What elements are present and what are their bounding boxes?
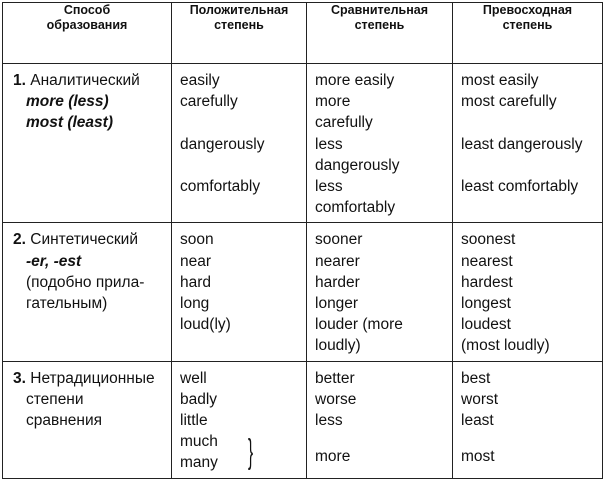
positive-cell: easily carefully dangerously comfortably <box>171 62 307 224</box>
header-superlative: Превосходная степень <box>452 2 603 64</box>
method-label: Нетрадиционные <box>30 369 155 387</box>
positive-form: much <box>180 433 218 451</box>
positive-form: badly <box>180 390 218 408</box>
comparative-form: more <box>315 93 351 111</box>
method-cell: 3. Нетрадиционные степени сравнения <box>2 360 172 479</box>
method-line: 3. Нетрадиционные <box>13 368 163 389</box>
comparative-form: more <box>315 448 351 466</box>
superlative-cell: soonest nearest hardest longest loudest … <box>452 222 603 362</box>
method-emphasis: -er, -est <box>26 252 82 270</box>
comparative-cell: better worse less more <box>306 360 453 479</box>
row-number: 1. <box>13 72 26 89</box>
header-row: Способ образования Положительная степень… <box>2 2 603 64</box>
positive-cell: well badly little much many } <box>171 360 307 479</box>
method-line: 1. Аналитический <box>13 70 163 91</box>
much-many-group: much many } <box>180 431 253 473</box>
header-method: Способ образования <box>2 2 172 64</box>
superlative-form: longest <box>461 295 511 313</box>
superlative-form: least comfortably <box>461 177 579 195</box>
header-comparative: Сравнительная степень <box>306 2 453 64</box>
comparative-form: less <box>315 135 343 153</box>
header-comparative-line: степень <box>354 18 405 32</box>
method-emphasis: more (less) <box>26 93 109 111</box>
positive-form: dangerously <box>180 135 265 153</box>
positive-form: near <box>180 252 212 270</box>
positive-form: little <box>180 412 208 430</box>
method-label: степени <box>26 390 84 408</box>
comparative-form: less <box>315 412 343 430</box>
superlative-cell: best worst least most <box>452 360 603 479</box>
header-method-line: образования <box>46 18 128 32</box>
superlative-form: hardest <box>461 273 513 291</box>
superlative-form: most <box>461 448 495 466</box>
positive-form: comfortably <box>180 177 261 195</box>
method-note: гательным) <box>26 295 108 313</box>
superlative-form: soonest <box>461 231 516 249</box>
comparative-form: longer <box>315 295 359 313</box>
positive-form: many <box>180 454 218 472</box>
comparative-form: less <box>315 178 343 196</box>
table-row-synthetic: 2. Синтетический -er, -est (подобно прил… <box>2 222 603 362</box>
method-cell: 1. Аналитический more (less) most (least… <box>2 62 172 224</box>
superlative-cell: most easily most carefully least dangero… <box>452 62 603 224</box>
positive-form: well <box>180 369 207 387</box>
method-label: сравнения <box>26 412 103 430</box>
right-brace-icon: } <box>248 433 254 472</box>
comparative-form: better <box>315 369 355 387</box>
header-positive-line: степень <box>214 18 264 32</box>
header-positive: Положительная степень <box>171 2 307 64</box>
comparative-form: louder (more <box>315 316 403 334</box>
comparative-form: carefully <box>315 114 373 132</box>
superlative-form: least <box>461 412 494 430</box>
row-number: 2. <box>13 231 26 249</box>
positive-cell: soon near hard long loud(ly) <box>171 222 307 362</box>
comparative-form: comfortably <box>315 199 396 217</box>
table-row-analytic: 1. Аналитический more (less) most (least… <box>2 62 603 224</box>
superlative-form: (most loudly) <box>461 337 550 355</box>
method-line: 2. Синтетический <box>13 229 163 250</box>
comparative-form: nearer <box>315 252 360 270</box>
comparative-form: loudly) <box>315 337 361 355</box>
superlative-form: loudest <box>461 316 511 334</box>
superlative-form: nearest <box>461 252 513 270</box>
comparative-form: sooner <box>315 231 363 249</box>
header-positive-line: Положительная <box>189 3 289 17</box>
method-label: Аналитический <box>30 72 140 89</box>
header-method-line: Способ <box>63 3 111 17</box>
row-number: 3. <box>13 369 26 387</box>
positive-form: hard <box>180 273 212 291</box>
comparative-form: worse <box>315 390 357 408</box>
header-superlative-line: степень <box>502 18 553 32</box>
superlative-form: best <box>461 369 491 387</box>
comparative-cell: more easily more carefully less dangerou… <box>306 62 453 224</box>
method-cell: 2. Синтетический -er, -est (подобно прил… <box>2 222 172 362</box>
header-superlative-line: Превосходная <box>482 3 573 17</box>
positive-form: soon <box>180 231 214 249</box>
positive-form: long <box>180 295 210 313</box>
positive-form: easily <box>180 72 220 89</box>
positive-form: loud(ly) <box>180 316 231 334</box>
comparative-form: dangerously <box>315 156 400 174</box>
header-comparative-line: Сравнительная <box>330 3 429 17</box>
table-row-irregular: 3. Нетрадиционные степени сравнения well… <box>2 360 603 479</box>
superlative-form: most easily <box>461 72 539 89</box>
comparative-cell: sooner nearer harder longer louder (more… <box>306 222 453 362</box>
superlative-form: least dangerously <box>461 135 583 153</box>
comparative-form: harder <box>315 273 360 291</box>
positive-form: carefully <box>180 93 238 111</box>
method-note: (подобно прила- <box>26 273 145 291</box>
method-emphasis: most (least) <box>26 114 113 132</box>
method-label: Синтетический <box>30 231 138 249</box>
superlative-form: most carefully <box>461 93 557 111</box>
superlative-form: worst <box>461 390 499 408</box>
comparative-form: more easily <box>315 72 395 89</box>
